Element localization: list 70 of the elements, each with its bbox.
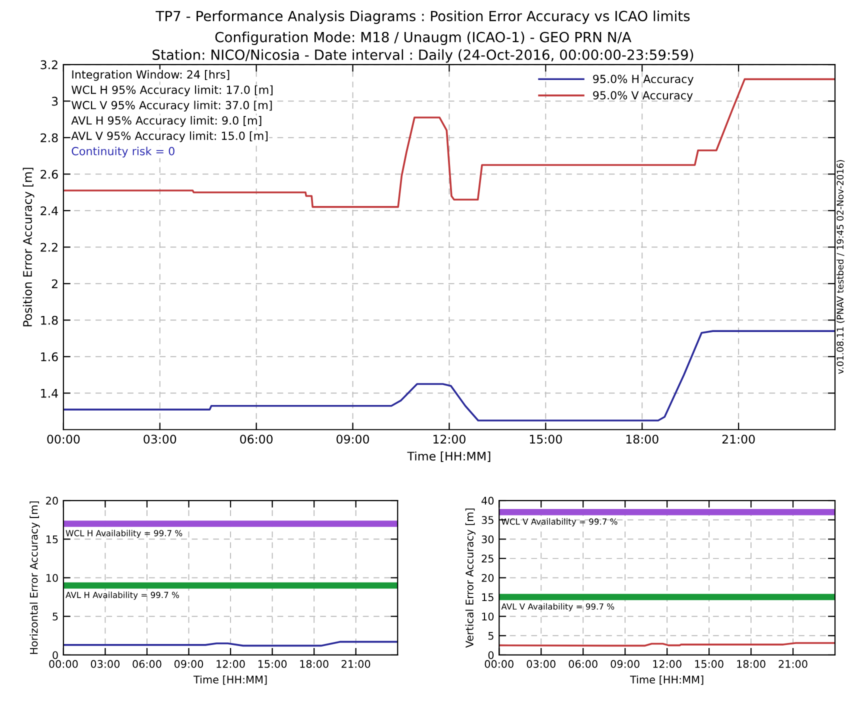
x-tick-label: 03:00 [144, 434, 176, 444]
y-axis-title: Horizontal Error Accuracy [m] [30, 501, 40, 654]
annotation: WCL V 95% Accuracy limit: 37.0 [m] [72, 100, 272, 112]
x-tick-label: 21:00 [778, 660, 808, 668]
x-tick-label: 06:00 [132, 660, 162, 668]
y-axis-title: Position Error Accuracy [m] [22, 168, 34, 326]
x-tick-label: 18:00 [300, 660, 328, 668]
y-tick-label: 20 [482, 574, 494, 582]
y-tick-label: 30 [482, 535, 494, 544]
x-tick-label: 00:00 [49, 660, 78, 668]
y-tick-label: 1.4 [41, 389, 58, 398]
x-axis-title: Time [HH:MM] [630, 675, 704, 685]
y-tick-label: 35 [482, 516, 494, 524]
x-tick-label: 03:00 [526, 660, 556, 668]
x-tick-label: 00:00 [484, 660, 514, 668]
annotation: AVL V 95% Accuracy limit: 15.0 [m] [71, 131, 268, 142]
y-tick-label: 15 [46, 536, 58, 544]
y-tick-label: 10 [482, 612, 494, 620]
x-tick-label: 09:00 [174, 660, 204, 668]
y-tick-label: 3.2 [40, 60, 58, 70]
chart-title: TP7 - Performance Analysis Diagrams : Position Error Accuracy vs ICAO limits [156, 10, 690, 24]
x-tick-label: 00:00 [47, 434, 80, 444]
x-tick-label: 12:00 [434, 434, 466, 444]
x-tick-label: 18:00 [737, 660, 766, 668]
y-tick-label: 3 [52, 96, 58, 106]
x-tick-label: 09:00 [336, 434, 370, 444]
y-tick-label: 1.8 [41, 316, 58, 325]
annotation: WCL H 95% Accuracy limit: 17.0 [m] [72, 85, 273, 96]
y-tick-label: 2 [52, 279, 58, 288]
y-tick-label: 1.6 [41, 352, 58, 362]
y-axis-title: Vertical Error Accuracy [m] [465, 508, 476, 648]
y-tick-label: 40 [482, 496, 494, 505]
y-tick-label: 2.4 [40, 206, 58, 216]
annotation: AVL H 95% Accuracy limit: 9.0 [m] [71, 116, 262, 127]
text: v.01.08.11 (PNAV testbed / 19:45 02-Nov-2016) [836, 160, 845, 374]
annotation: Integration Window: 24 [hrs] [72, 70, 230, 81]
y-tick-label: 5 [52, 612, 58, 620]
y-tick-label: 2.6 [40, 170, 58, 179]
chart-subtitle: Configuration Mode: M18 / Unaugm (ICAO-1) - GEO PRN N/A Station: NICO/Nicosia - Date interval : Daily (24-Oct-2016, 00:00:00-23:59:59) [152, 32, 694, 63]
x-tick-label: 21:00 [342, 660, 370, 668]
x-tick-label: 09:00 [610, 660, 640, 668]
x-tick-label: 03:00 [90, 660, 120, 668]
x-tick-label: 06:00 [240, 434, 273, 444]
x-tick-label: 15:00 [695, 660, 724, 668]
x-tick-label: 15:00 [258, 660, 287, 668]
y-tick-label: 15 [482, 593, 494, 602]
annotation: WCL V Availability = 99.7 % [502, 518, 618, 526]
y-tick-label: 2.2 [40, 242, 58, 252]
annotation: AVL H Availability = 99.7 % [66, 592, 179, 600]
y-tick-label: 10 [46, 574, 58, 582]
y-tick-label: 0 [52, 651, 58, 660]
x-tick-label: 12:00 [653, 660, 682, 668]
y-tick-label: 25 [482, 554, 494, 563]
line-series [63, 330, 835, 422]
x-axis-title: Time [HH:MM] [407, 451, 490, 462]
annotation: AVL V Availability = 99.7 % [501, 603, 614, 612]
x-tick-label: 18:00 [626, 434, 658, 444]
x-tick-label: 12:00 [216, 660, 245, 668]
y-tick-label: 5 [488, 632, 494, 640]
x-tick-label: 06:00 [568, 660, 598, 668]
annotation: WCL H Availability = 99.7 % [66, 530, 182, 538]
x-tick-label: 21:00 [722, 434, 755, 444]
y-tick-label: 2.8 [40, 133, 58, 142]
x-axis-title: Time [HH:MM] [193, 675, 267, 685]
y-tick-label: 0 [488, 651, 494, 660]
x-tick-label: 15:00 [530, 434, 562, 444]
y-tick-label: 20 [46, 496, 58, 505]
legend-label: 95.0% H Accuracy [593, 74, 694, 86]
annotation: Continuity risk = 0 [72, 146, 174, 158]
legend-label: 95.0% V Accuracy [593, 91, 693, 102]
